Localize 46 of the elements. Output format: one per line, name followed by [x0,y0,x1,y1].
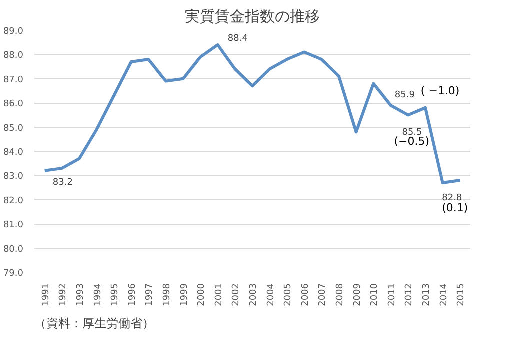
text: （資料：厚生労働省） [34,316,154,330]
chart-title: 実質賃金指数の推移 [185,8,320,26]
x-tick-label: 2009 [352,283,363,306]
data-label: 83.2 [52,178,73,188]
data-label: 88.4 [228,34,248,44]
y-tick-label: 83.0 [3,172,24,182]
x-tick-label: 1994 [93,283,104,306]
y-tick-label: 82.0 [3,196,24,206]
x-tick-label: 1997 [145,284,156,306]
annotation: ( −1.0) [420,84,460,98]
data-label: 85.9 [394,90,416,101]
y-tick-label: 86.0 [3,100,24,110]
y-tick-label: 87.0 [3,75,24,86]
y-tick-label: 89.0 [3,27,24,37]
y-tick-label: 79.0 [3,269,24,279]
x-tick-label: 1998 [162,283,172,306]
data-label: 82.8 [442,194,462,204]
x-tick-label: 1999 [180,283,190,306]
x-tick-label: 2005 [284,284,294,306]
x-tick-label: 2003 [249,284,259,306]
line-series [43,44,462,184]
y-tick-label: 81.0 [3,220,24,231]
x-tick-label: 2013 [422,284,432,306]
x-tick-label: 2008 [336,283,346,306]
x-tick-label: 2004 [266,283,276,306]
y-tick-label: 80.0 [3,244,24,255]
y-tick-label: 85.0 [3,124,24,134]
x-tick-label: 2001 [214,284,224,306]
x-tick-label: 2006 [300,283,311,306]
y-tick-label: 88.0 [3,51,24,62]
x-tick-label: 1996 [128,283,138,306]
x-tick-label: 2014 [439,283,450,306]
x-tick-label: 1993 [76,284,86,306]
x-tick-label: 1995 [110,284,121,306]
x-tick-label: 2012 [404,284,415,306]
annotation: (0.1) [442,202,468,215]
x-tick-label: 2015 [456,284,467,306]
x-tick-label: 2010 [370,283,380,306]
x-tick-label: 2011 [387,284,398,306]
x-tick-label: 1992 [58,284,69,306]
y-tick-label: 84.0 [3,148,24,158]
x-tick-label: 1991 [41,284,52,306]
x-tick-label: 2002 [232,284,242,306]
x-tick-label: 2000 [197,283,208,306]
x-tick-label: 2007 [318,284,328,306]
annotation: (−0.5) [394,135,430,148]
